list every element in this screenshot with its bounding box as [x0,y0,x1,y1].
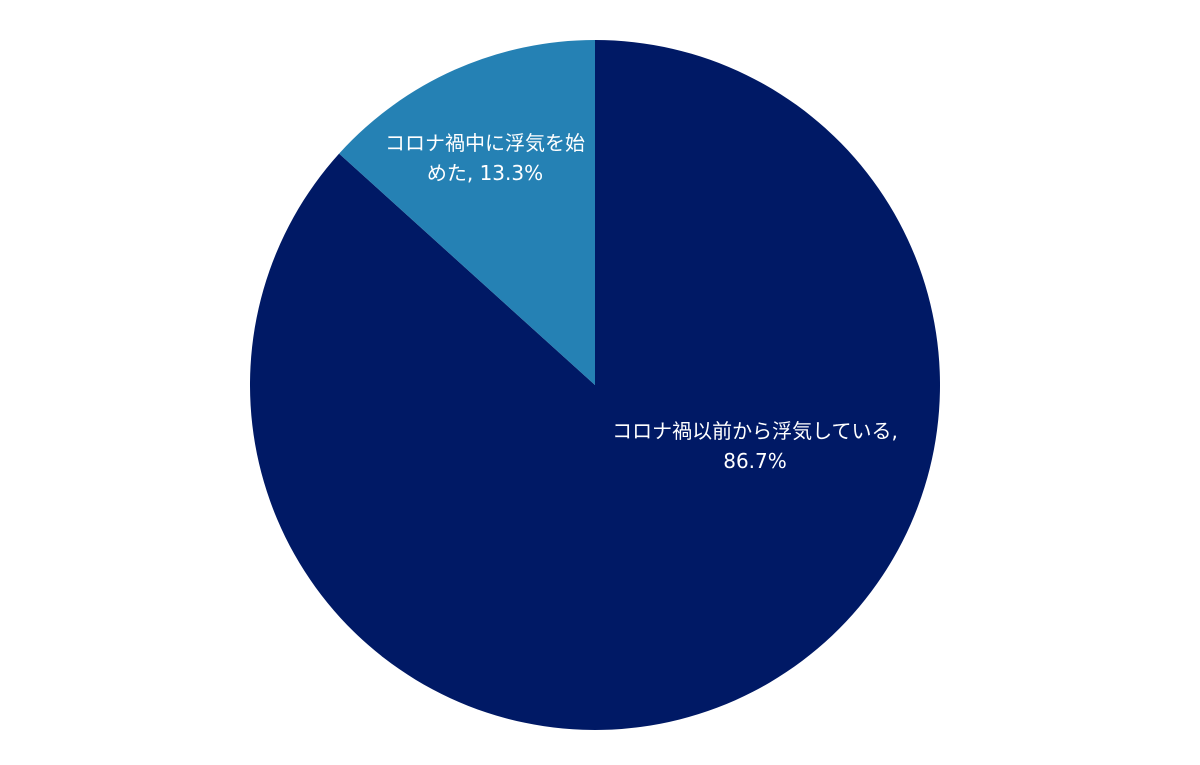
data-label-text: コロナ禍以前から浮気している, 86.7% [612,419,898,473]
data-label-text: コロナ禍中に浮気を始めた, 13.3% [385,131,585,185]
data-label: コロナ禍以前から浮気している, 86.7% [612,419,898,473]
value-label: 86.7% [723,449,787,473]
category-name: コロナ禍中に浮気を始めた [385,131,585,185]
data-label: コロナ禍中に浮気を始めた, 13.3% [385,131,585,185]
pie-slice [339,40,595,385]
value-label: 13.3% [479,161,544,185]
category-name: コロナ禍以前から浮気している [612,419,892,443]
